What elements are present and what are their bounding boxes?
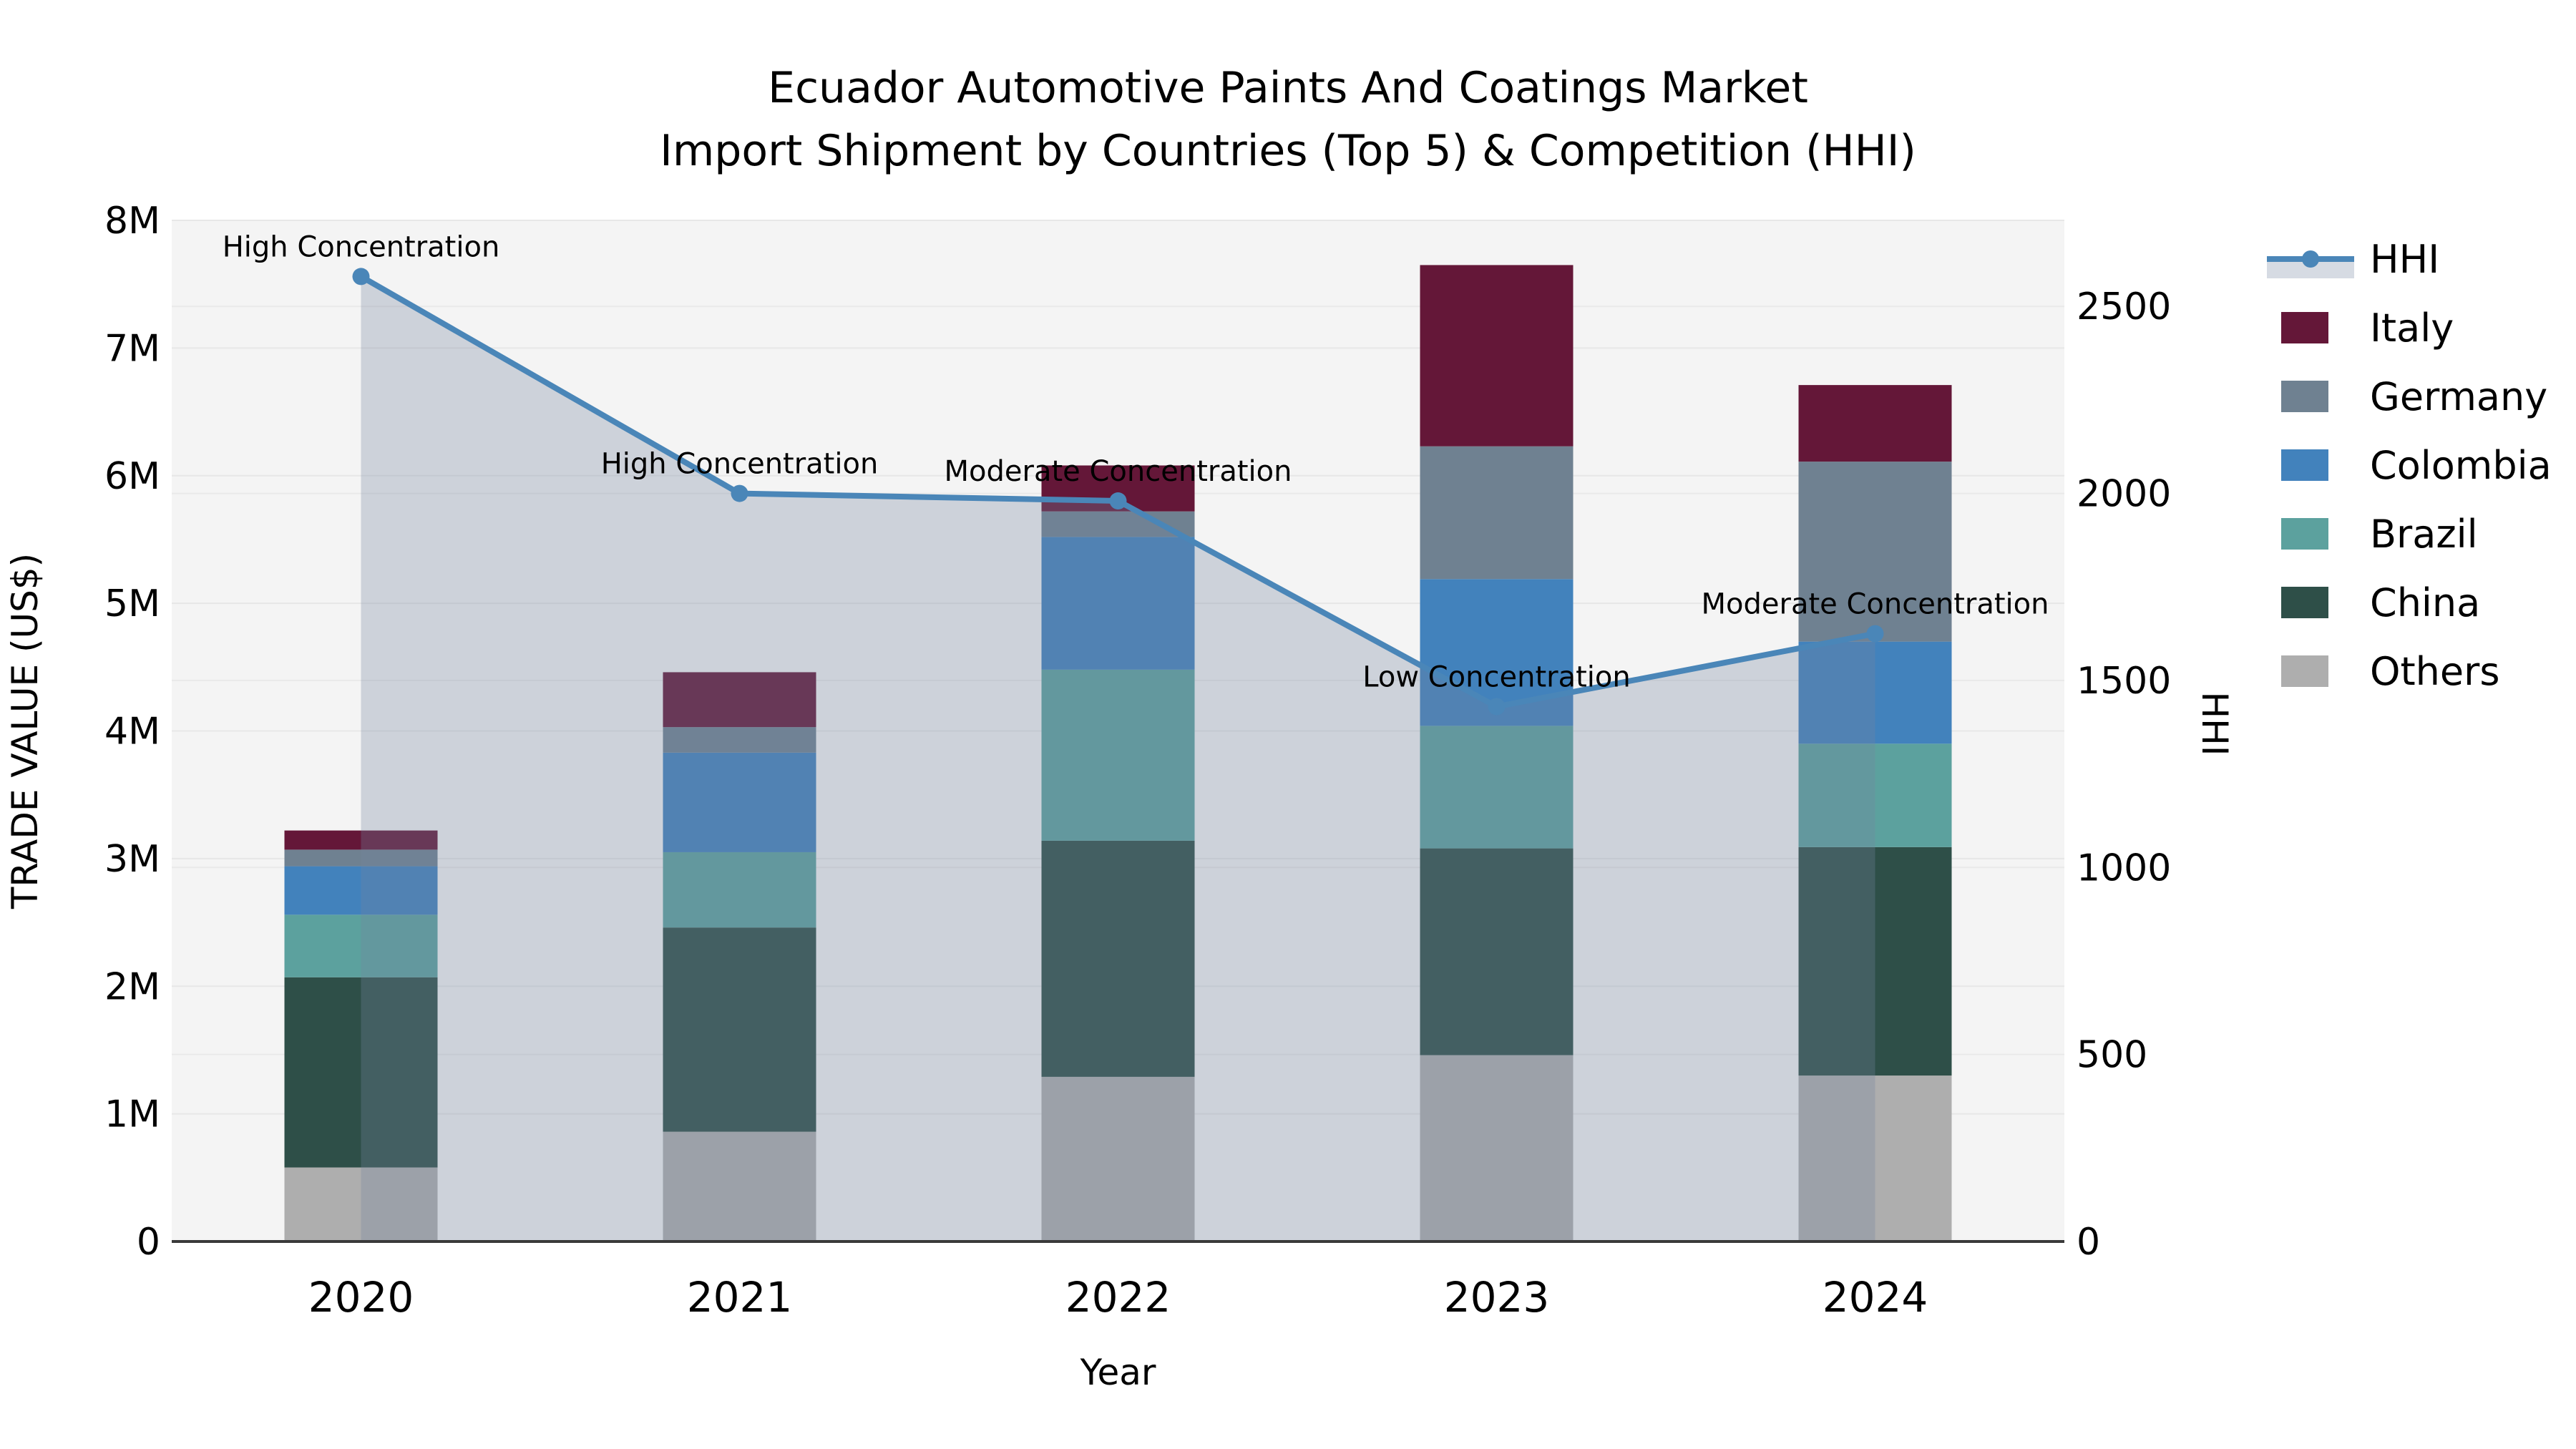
annotation-2024: Moderate Concentration (1702, 588, 2049, 621)
legend-item-others: Others (2281, 649, 2499, 694)
legend-swatch-china (2281, 587, 2328, 618)
annotation-2021: High Concentration (601, 448, 879, 481)
bar-segment-colombia-2020 (284, 866, 438, 915)
bar-segment-china-2021 (663, 927, 816, 1132)
hhi-point-2023 (1488, 698, 1506, 716)
y-left-tick-label-8M: 8M (104, 200, 160, 243)
legend-item-italy: Italy (2281, 306, 2454, 351)
y-left-tick-label-1M: 1M (104, 1093, 160, 1136)
hhi-point-2024 (1866, 625, 1884, 643)
hhi-point-2021 (731, 484, 748, 502)
x-tick-label-2020: 2020 (308, 1273, 414, 1322)
bar-segment-colombia-2024 (1798, 641, 1952, 744)
y-left-tick-label-6M: 6M (104, 455, 160, 498)
bar-segment-china-2022 (1041, 840, 1195, 1077)
x-tick-label-2022: 2022 (1065, 1273, 1171, 1322)
y-right-tick-label-1000: 1000 (2077, 847, 2171, 889)
bar-segment-china-2020 (284, 977, 438, 1168)
bar-segment-italy-2020 (284, 830, 438, 850)
bar-segment-germany-2024 (1798, 462, 1952, 642)
x-tick-label-2023: 2023 (1444, 1273, 1550, 1322)
chart-title-line-1: Ecuador Automotive Paints And Coatings M… (768, 63, 1808, 113)
legend-item-germany: Germany (2281, 374, 2547, 419)
y-left-tick-label-4M: 4M (104, 711, 160, 753)
y-left-tick-label-5M: 5M (104, 582, 160, 625)
bar-segment-italy-2024 (1798, 385, 1952, 462)
bar-segment-colombia-2022 (1041, 537, 1195, 670)
bar-segment-germany-2021 (663, 727, 816, 753)
legend-label-china: China (2370, 580, 2480, 625)
annotation-2020: High Concentration (223, 230, 500, 263)
hhi-point-2020 (352, 268, 370, 286)
bar-segment-china-2023 (1420, 848, 1574, 1055)
bar-segment-germany-2022 (1041, 511, 1195, 537)
legend-swatch-germany (2281, 381, 2328, 412)
bar-segment-germany-2020 (284, 849, 438, 867)
y-left-tick-label-0: 0 (137, 1221, 160, 1264)
y-right-tick-label-2000: 2000 (2077, 473, 2171, 516)
y-right-tick-label-500: 500 (2077, 1034, 2147, 1077)
legend-label-others: Others (2370, 649, 2499, 694)
y-left-axis-title: TRADE VALUE (US$) (4, 553, 46, 909)
bar-segment-brazil-2024 (1798, 743, 1952, 847)
legend-label-brazil: Brazil (2370, 512, 2478, 557)
bar-segment-others-2024 (1798, 1075, 1952, 1241)
bar-segment-others-2022 (1041, 1076, 1195, 1241)
chart-title-line-2: Import Shipment by Countries (Top 5) & C… (660, 126, 1916, 176)
y-left-tick-label-2M: 2M (104, 965, 160, 1008)
x-axis-title: Year (1080, 1352, 1156, 1393)
y-right-tick-label-1500: 1500 (2077, 660, 2171, 703)
bar-segment-others-2021 (663, 1131, 816, 1241)
legend-swatch-colombia (2281, 449, 2328, 481)
legend-label-germany: Germany (2370, 374, 2547, 419)
bar-segment-italy-2023 (1420, 265, 1574, 447)
bar-segment-brazil-2023 (1420, 726, 1574, 849)
legend-hhi-marker-icon (2302, 250, 2319, 268)
y-right-tick-label-2500: 2500 (2077, 286, 2171, 328)
y-left-tick-label-7M: 7M (104, 327, 160, 370)
bar-segment-others-2023 (1420, 1055, 1574, 1241)
legend-swatch-others (2281, 655, 2328, 687)
y-right-axis-title: HHI (2194, 692, 2235, 756)
legend-item-brazil: Brazil (2281, 512, 2478, 557)
legend-item-hhi: HHI (2267, 237, 2439, 282)
bar-segment-others-2020 (284, 1167, 438, 1241)
legend-item-colombia: Colombia (2281, 443, 2552, 488)
bar-segment-brazil-2020 (284, 914, 438, 977)
y-right-tick-label-0: 0 (2077, 1221, 2100, 1264)
legend-swatch-brazil (2281, 518, 2328, 550)
legend-swatch-italy (2281, 312, 2328, 343)
bar-segment-italy-2021 (663, 672, 816, 728)
hhi-area (361, 276, 1875, 1241)
legend-label-hhi: HHI (2370, 237, 2439, 282)
legend-label-italy: Italy (2370, 306, 2454, 351)
bar-segment-china-2024 (1798, 847, 1952, 1076)
bar-segment-colombia-2021 (663, 752, 816, 852)
legend-item-china: China (2281, 580, 2480, 625)
annotation-2022: Moderate Concentration (945, 455, 1292, 488)
bar-segment-brazil-2021 (663, 852, 816, 928)
x-tick-label-2024: 2024 (1823, 1273, 1928, 1322)
hhi-point-2022 (1109, 492, 1127, 510)
legend-label-colombia: Colombia (2370, 443, 2552, 488)
annotation-2023: Low Concentration (1362, 661, 1630, 694)
legend: HHI Italy Germany Colombia Brazil China Others (2267, 237, 2552, 694)
bar-segment-germany-2023 (1420, 446, 1574, 580)
y-left-tick-label-3M: 3M (104, 838, 160, 881)
bar-segment-brazil-2022 (1041, 669, 1195, 841)
x-tick-label-2021: 2021 (687, 1273, 793, 1322)
